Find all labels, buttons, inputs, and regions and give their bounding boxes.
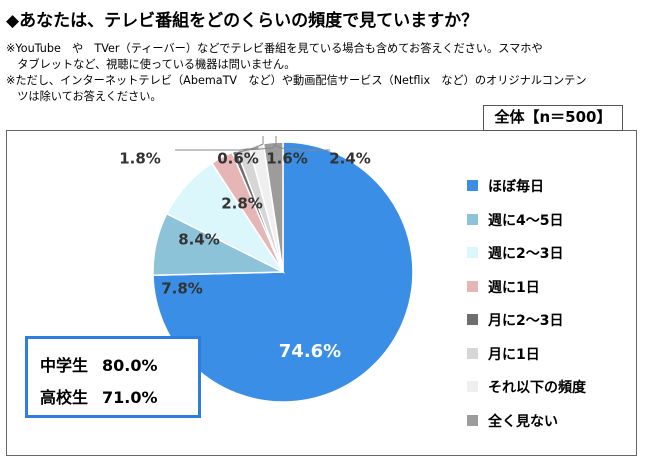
slice-label-1-day-week: 2.8% (221, 195, 263, 213)
legend-item-2-3-days: 週に2～3日 (467, 245, 563, 263)
legend-item-1-day-week: 週に1日 (467, 279, 540, 297)
legend-swatch (467, 281, 478, 292)
callout-label-high-school: 高校生 (40, 388, 89, 407)
legend-swatch (467, 348, 478, 359)
legend-item-never: 全く見ない (467, 413, 558, 431)
chart-title: ◆あなたは、テレビ番組をどのくらいの頻度で見ていますか？ (6, 11, 479, 31)
legend-item-2-3-days-month: 月に2～3日 (467, 312, 563, 330)
slice-label-2-3-days-month: 0.6% (217, 150, 259, 168)
legend-label: 週に1日 (488, 280, 540, 296)
slice-label-1-day-month: 1.6% (266, 150, 308, 168)
leader-line-1-day-month (243, 136, 277, 151)
slice-label-2-3-days: 8.4% (178, 231, 220, 249)
slice-label-less: 1.8% (119, 150, 161, 168)
legend-swatch (467, 314, 478, 325)
callout-value-high-school: 71.0% (102, 388, 158, 407)
legend-item-less: それ以下の頻度 (467, 379, 586, 397)
slice-label-daily: 74.6% (279, 341, 341, 362)
legend-item-4-5-days: 週に4～5日 (467, 212, 563, 230)
legend-swatch (467, 381, 478, 392)
legend-label: ほぼ毎日 (488, 179, 544, 195)
slice-label-never: 2.4% (329, 150, 371, 168)
note-line-4: ツは除いてお答えください。 (6, 90, 162, 103)
legend-label: 月に1日 (488, 347, 540, 363)
legend-swatch (467, 415, 478, 426)
legend-item-1-day-month: 月に1日 (467, 346, 540, 364)
callout-row-high-school: 高校生 71.0% (40, 384, 158, 408)
slice-label-4-5-days: 7.8% (161, 280, 203, 298)
legend-swatch (467, 214, 478, 225)
leader-line-less (175, 146, 260, 151)
legend-label: 月に2～3日 (488, 313, 564, 329)
legend-label: 全く見ない (488, 414, 558, 430)
breakdown-callout: 中学生 80.0% 高校生 71.0% (25, 336, 201, 418)
note-line-2: タブレットなど、視聴に使っている機器は問いません。 (6, 58, 296, 71)
note-line-3: ※ただし、インターネットテレビ（AbemaTV など）や動画配信サービス（Net… (6, 74, 587, 87)
callout-row-junior-high: 中学生 80.0% (40, 352, 158, 376)
legend-label: 週に4～5日 (488, 213, 564, 229)
legend-label: それ以下の頻度 (488, 380, 586, 396)
sample-size-label: 全体【n＝500】 (483, 105, 623, 131)
callout-label-junior-high: 中学生 (40, 356, 89, 375)
note-line-1: ※YouTube や TVer（ティーバー）などでテレビ番組を見ている場合も含め… (6, 42, 543, 55)
leader-line-never (273, 143, 330, 151)
callout-value-junior-high: 80.0% (102, 356, 158, 375)
legend-label: 週に2～3日 (488, 246, 564, 262)
legend-item-daily: ほぼ毎日 (467, 178, 544, 196)
legend-swatch (467, 247, 478, 258)
legend-swatch (467, 180, 478, 191)
